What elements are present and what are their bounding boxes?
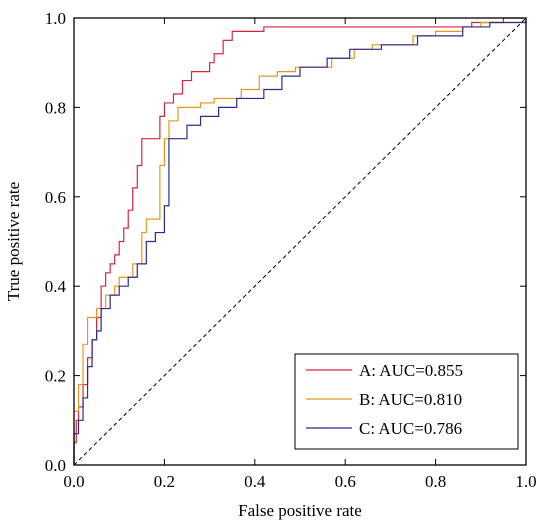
series-line-c (73, 18, 527, 465)
x-tick-label: 0.8 (425, 472, 446, 491)
y-tick-label: 0.4 (45, 277, 67, 296)
legend-label: B: AUC=0.810 (359, 390, 462, 409)
x-tick-label: 0.2 (154, 472, 175, 491)
x-tick-label: 1.0 (515, 472, 536, 491)
x-tick-label: 0.6 (335, 472, 356, 491)
y-tick-label: 0.6 (45, 188, 66, 207)
plot-frame (73, 17, 527, 466)
series-line-a (73, 17, 526, 465)
x-axis-title: False positive rate (238, 501, 362, 520)
y-tick-labels: 0.0 0.2 0.4 0.6 0.8 1.0 (45, 9, 67, 475)
reference-diagonal-line (73, 17, 527, 466)
y-tick-label: 0.8 (45, 98, 66, 117)
x-tick-label: 0.0 (63, 472, 84, 491)
x-tick-label: 0.4 (244, 472, 266, 491)
legend-label: A: AUC=0.855 (359, 361, 463, 380)
y-tick-label: 0.0 (45, 456, 66, 475)
axis-ticks (73, 17, 527, 466)
x-tick-labels: 0.0 0.2 0.4 0.6 0.8 1.0 (63, 472, 536, 491)
y-tick-label: 0.2 (45, 367, 66, 386)
legend-label: C: AUC=0.786 (359, 419, 462, 438)
y-axis-title: True positive rate (4, 182, 23, 301)
y-tick-label: 1.0 (45, 9, 66, 28)
roc-curves (73, 17, 527, 465)
legend: A: AUC=0.855 B: AUC=0.810 C: AUC=0.786 (294, 353, 519, 450)
